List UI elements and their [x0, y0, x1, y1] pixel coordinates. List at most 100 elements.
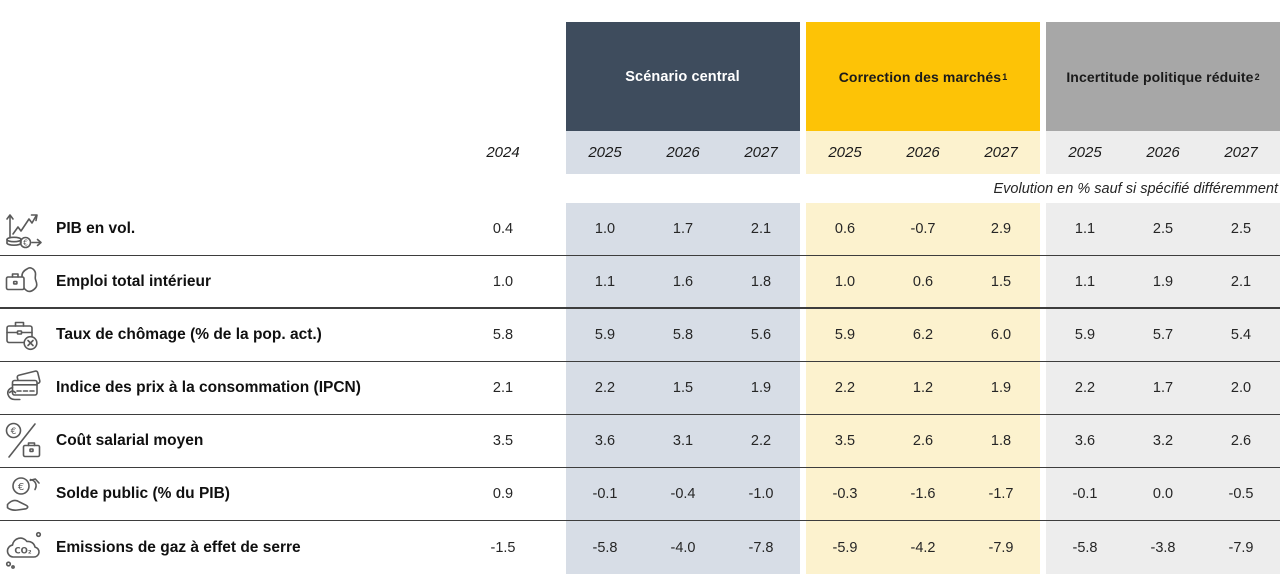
year-correction-2026: 2026: [884, 131, 962, 174]
unit-note: Evolution en % sauf si spécifié différem…: [993, 180, 1279, 197]
cell-incertitude-2025: -5.8: [1046, 521, 1124, 574]
year-correction-2027: 2027: [962, 131, 1040, 174]
cell-central-2027: 2.1: [722, 203, 800, 255]
row-label-cell: € Coût salarial moyen: [0, 415, 440, 467]
cell-correction-2025: 5.9: [806, 309, 884, 361]
cell-central-2027: 1.9: [722, 362, 800, 414]
row-label: Solde public (% du PIB): [56, 485, 230, 502]
header-scenario-incertitude: Incertitude politique réduite 2: [1046, 22, 1280, 131]
cell-gap: [1040, 468, 1046, 520]
cell-correction-2026: -4.2: [884, 521, 962, 574]
cell-gap: [800, 362, 806, 414]
cell-2024: 5.8: [492, 327, 514, 343]
year-incertitude-2026: 2026: [1124, 131, 1202, 174]
cell-incertitude-2027: -0.5: [1202, 468, 1280, 520]
euro-glyph: €: [11, 427, 17, 437]
cell-gap: [800, 309, 806, 361]
row-label: PIB en vol.: [56, 220, 136, 237]
cell-incertitude-2027: 2.1: [1202, 256, 1280, 307]
scenario-header-band: Scénario central Correction des marchés 1…: [0, 22, 1280, 131]
cell-correction-2027: -1.7: [962, 468, 1040, 520]
year-central-2025: 2025: [566, 131, 644, 174]
cell-incertitude-2027: 2.0: [1202, 362, 1280, 414]
gdp-volume-icon: €: [1, 206, 47, 252]
table-row-emissions: CO₂ Emissions de gaz à effet de serre -1…: [0, 521, 1280, 574]
wage-cost-icon: €: [1, 418, 47, 464]
year-incertitude-2027: 2027: [1202, 131, 1280, 174]
year-central-2027: 2027: [722, 131, 800, 174]
consumer-prices-icon: [1, 365, 47, 411]
cell-central-2026: -4.0: [644, 521, 722, 574]
header-scenario-correction-label: Correction des marchés: [838, 68, 1002, 85]
cell-central-2025: 2.2: [566, 362, 644, 414]
cell-gap: [800, 203, 806, 255]
cell-correction-2027: 1.8: [962, 415, 1040, 467]
cell-central-2027: 1.8: [722, 256, 800, 307]
cell-central-2026: 1.6: [644, 256, 722, 307]
cell-incertitude-2025: 3.6: [1046, 415, 1124, 467]
year-2024: 2024: [486, 144, 520, 161]
cell-incertitude-2025: -0.1: [1046, 468, 1124, 520]
table-row-solde-public: € Solde public (% du PIB) 0.9 -0.1 -0.4 …: [0, 468, 1280, 521]
cell-correction-2025: 0.6: [806, 203, 884, 255]
co2-emissions-icon: CO₂: [1, 525, 47, 571]
cell-correction-2026: 1.2: [884, 362, 962, 414]
cell-correction-2026: 2.6: [884, 415, 962, 467]
row-label-cell: Emploi total intérieur: [0, 256, 440, 307]
cell-correction-2025: -0.3: [806, 468, 884, 520]
cell-incertitude-2026: 1.7: [1124, 362, 1202, 414]
cell-correction-2027: 2.9: [962, 203, 1040, 255]
year-gap: [800, 131, 806, 174]
cell-gap: [1040, 309, 1046, 361]
cell-incertitude-2026: 1.9: [1124, 256, 1202, 307]
cell-central-2026: 5.8: [644, 309, 722, 361]
cell-central-2025: -0.1: [566, 468, 644, 520]
cell-central-2027: 5.6: [722, 309, 800, 361]
cell-incertitude-2025: 1.1: [1046, 203, 1124, 255]
row-label-cell: Taux de chômage (% de la pop. act.): [0, 309, 440, 361]
cell-central-2025: 5.9: [566, 309, 644, 361]
cell-incertitude-2025: 1.1: [1046, 256, 1124, 307]
row-label: Taux de chômage (% de la pop. act.): [56, 326, 322, 343]
row-label: Emploi total intérieur: [56, 272, 212, 290]
cell-2024: -1.5: [490, 539, 516, 556]
row-label-cell: CO₂ Emissions de gaz à effet de serre: [0, 521, 440, 574]
cell-central-2025: 1.0: [566, 203, 644, 255]
cell-incertitude-2026: 2.5: [1124, 203, 1202, 255]
row-label-cell: € Solde public (% du PIB): [0, 468, 440, 520]
cell-incertitude-2026: 3.2: [1124, 415, 1202, 467]
cell-correction-2025: 1.0: [806, 256, 884, 307]
public-balance-icon: €: [1, 471, 47, 517]
table-row-chomage: Taux de chômage (% de la pop. act.) 5.8 …: [0, 309, 1280, 362]
cell-2024: 0.4: [492, 221, 514, 237]
row-label: Emissions de gaz à effet de serre: [56, 538, 301, 556]
row-label-cell: Indice des prix à la consommation (IPCN): [0, 362, 440, 414]
table-row-cout-salarial: € Coût salarial moyen 3.5 3.6 3.1 2.2 3.…: [0, 415, 1280, 468]
co2-glyph: CO₂: [14, 546, 31, 556]
unemployment-icon: [1, 312, 47, 358]
cell-central-2027: 2.2: [722, 415, 800, 467]
cell-central-2025: 1.1: [566, 256, 644, 307]
cell-gap: [1040, 203, 1046, 255]
cell-gap: [800, 468, 806, 520]
cell-incertitude-2027: 5.4: [1202, 309, 1280, 361]
cell-correction-2025: -5.9: [806, 521, 884, 574]
row-label: Indice des prix à la consommation (IPCN): [56, 379, 361, 396]
year-spacer: [0, 131, 440, 174]
cell-central-2026: 3.1: [644, 415, 722, 467]
year-correction-2025: 2025: [806, 131, 884, 174]
euro-glyph: €: [18, 482, 24, 493]
cell-central-2026: 1.7: [644, 203, 722, 255]
year-header-band: 2024 2025 2026 2027 2025 2026 2027 2025 …: [0, 131, 1280, 174]
euro-glyph: €: [23, 238, 28, 247]
table-row-emploi: Emploi total intérieur 1.0 1.1 1.6 1.8 1…: [0, 256, 1280, 309]
table-row-ipcn: Indice des prix à la consommation (IPCN)…: [0, 362, 1280, 415]
header-scenario-correction: Correction des marchés 1: [806, 22, 1040, 131]
cell-incertitude-2026: 0.0: [1124, 468, 1202, 520]
year-incertitude-2025: 2025: [1046, 131, 1124, 174]
cell-2024: 2.1: [492, 380, 514, 396]
cell-2024: 1.0: [492, 273, 514, 290]
cell-gap: [1040, 415, 1046, 467]
year-gap: [1040, 131, 1046, 174]
table-row-pib: € PIB en vol. 0.4 1.0 1.7 2.1 0.6 -0.7 2…: [0, 203, 1280, 256]
